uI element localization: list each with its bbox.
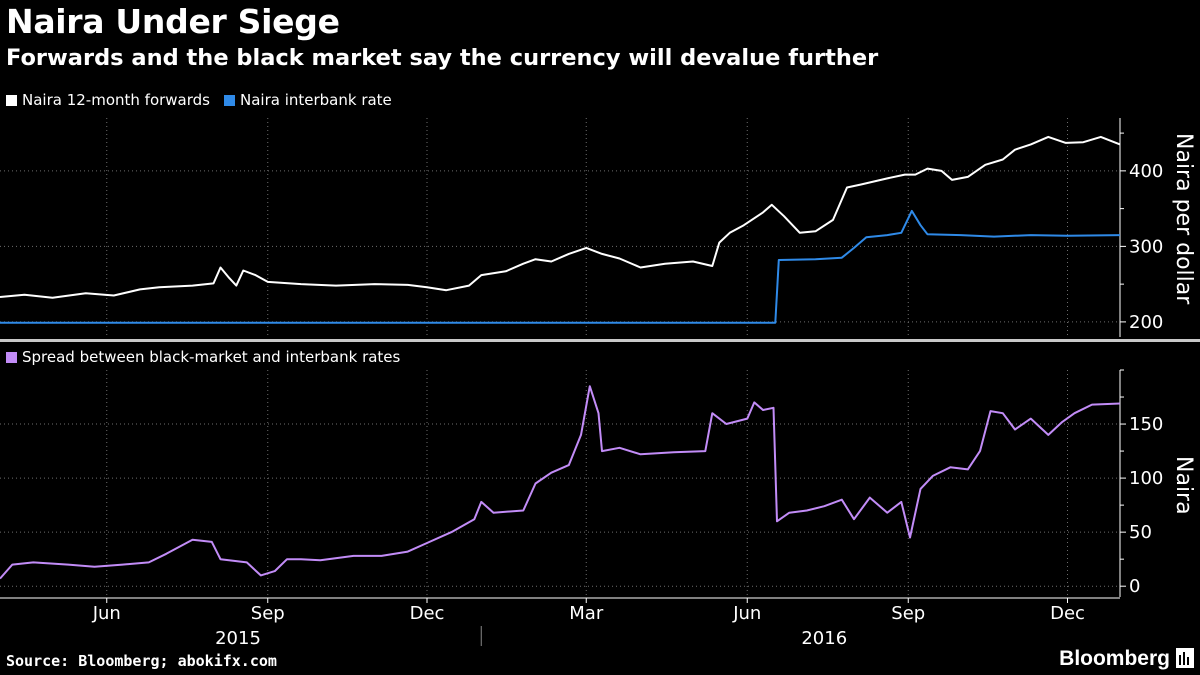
x-tick-label-5: Sep [891,603,925,624]
legend-label-forwards: Naira 12-month forwards [22,91,210,109]
y-tick-label-p1-3: 150 [1129,414,1163,435]
legend-label-spread: Spread between black-market and interban… [22,348,401,366]
legend-item-forwards: Naira 12-month forwards [6,91,210,109]
legend-swatch-spread [6,351,17,363]
chart-subtitle: Forwards and the black market say the cu… [6,45,879,71]
x-tick-label-2: Dec [410,603,445,624]
panel-divider [0,339,1200,342]
legend-item-spread: Spread between black-market and interban… [6,348,400,366]
y-tick-label-p1-1: 50 [1129,522,1152,543]
series-line-naira-12-month-forwards [0,135,1121,299]
x-tick-label-1: Sep [251,603,285,624]
legend-bottom: Spread between black-market and interban… [6,348,414,366]
legend-label-interbank: Naira interbank rate [239,91,392,109]
x-tick-label-6: Dec [1050,603,1085,624]
y-axis-title-bottom: Naira [1171,456,1196,515]
source-note: Source: Bloomberg; abokifx.com [6,652,277,670]
legend-top: Naira 12-month forwards Naira interbank … [6,91,406,109]
y-tick-label-p1-2: 100 [1129,468,1163,489]
bloomberg-logo: Bloomberg [1059,647,1170,670]
series-line-naira-interbank-rate [0,209,1121,324]
y-tick-label-p0-1: 300 [1129,236,1163,257]
x-tick-label-4: Jun [732,603,761,624]
bloomberg-terminal-icon [1176,648,1194,668]
y-tick-label-p1-0: 0 [1129,576,1140,597]
chart-title: Naira Under Siege [6,2,340,41]
x-tick-label-0: Jun [92,603,121,624]
y-tick-label-p0-0: 200 [1129,312,1163,333]
x-tick-label-3: Mar [569,603,604,624]
legend-item-interbank: Naira interbank rate [223,91,392,109]
y-tick-label-p0-2: 400 [1129,161,1163,182]
series-line-spread-between-black-market-and-interbank-rates [0,385,1121,580]
legend-swatch-interbank [223,94,235,106]
x-year-label-0: 2015 [215,628,261,649]
y-axis-title-top: Naira per dollar [1171,133,1196,305]
legend-swatch-forwards [6,94,17,106]
x-year-label-1: 2016 [801,628,847,649]
